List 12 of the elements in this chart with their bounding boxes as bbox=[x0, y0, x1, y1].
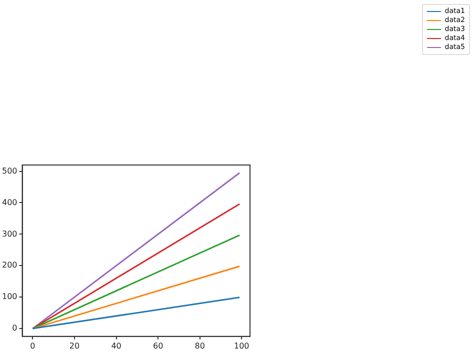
y-tick-label: 200 bbox=[2, 260, 18, 270]
x-tick-label: 0 bbox=[30, 341, 36, 350]
x-tick-label: 60 bbox=[152, 341, 164, 350]
y-tick-label: 0 bbox=[12, 324, 18, 333]
y-tick-label: 100 bbox=[2, 292, 18, 302]
y-tick-label: 300 bbox=[2, 229, 18, 238]
x-tick-label: 100 bbox=[234, 341, 250, 350]
x-tick-label: 40 bbox=[111, 341, 122, 350]
x-tick-label: 80 bbox=[194, 341, 205, 350]
y-tick-label: 400 bbox=[2, 198, 18, 207]
y-tick-label: 500 bbox=[2, 166, 18, 176]
x-tick-label: 20 bbox=[69, 341, 80, 350]
